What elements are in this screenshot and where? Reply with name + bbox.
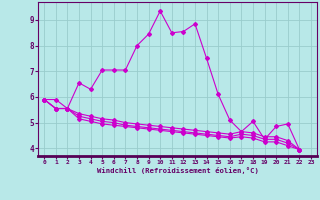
X-axis label: Windchill (Refroidissement éolien,°C): Windchill (Refroidissement éolien,°C) bbox=[97, 167, 259, 174]
